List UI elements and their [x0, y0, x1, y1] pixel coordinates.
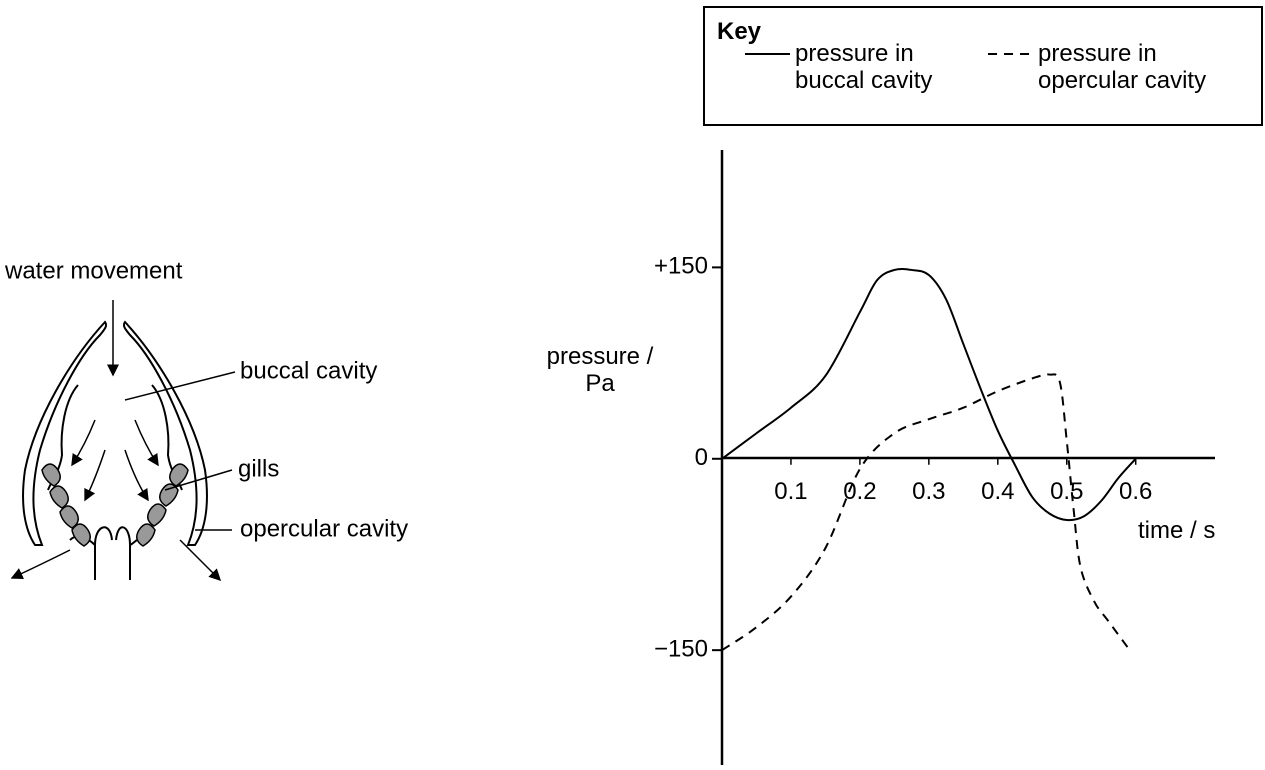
legend-swatch [988, 49, 1033, 59]
x-tick-label: 0.4 [981, 478, 1014, 505]
y-axis-label: pressure / Pa [530, 343, 670, 397]
y-tick-label: +150 [654, 253, 708, 280]
diagram-label: opercular cavity [240, 515, 408, 542]
legend-swatch [745, 49, 790, 59]
page: water movement buccal cavity gills operc… [0, 0, 1265, 770]
y-tick-label: −150 [654, 636, 708, 663]
gills [42, 464, 188, 546]
fish-diagram [23, 322, 207, 580]
x-axis-label: time / s [1138, 517, 1215, 544]
legend: Key pressure in buccal cavity pressure in… [703, 6, 1263, 126]
x-tick-label: 0.5 [1050, 478, 1083, 505]
diagram-label: water movement [4, 257, 183, 284]
y-tick-label: 0 [695, 444, 708, 471]
leader-lines [125, 372, 235, 530]
x-tick-label: 0.3 [912, 478, 945, 505]
x-tick-label: 0.6 [1119, 478, 1152, 505]
legend-title: Key [717, 18, 761, 45]
legend-label: pressure in opercular cavity [1038, 40, 1253, 94]
legend-label: pressure in buccal cavity [795, 40, 985, 94]
diagram-label: gills [238, 455, 279, 482]
diagram-label: buccal cavity [240, 357, 377, 384]
data-line [722, 374, 1129, 650]
x-tick-label: 0.1 [774, 478, 807, 505]
x-tick-label: 0.2 [843, 478, 876, 505]
